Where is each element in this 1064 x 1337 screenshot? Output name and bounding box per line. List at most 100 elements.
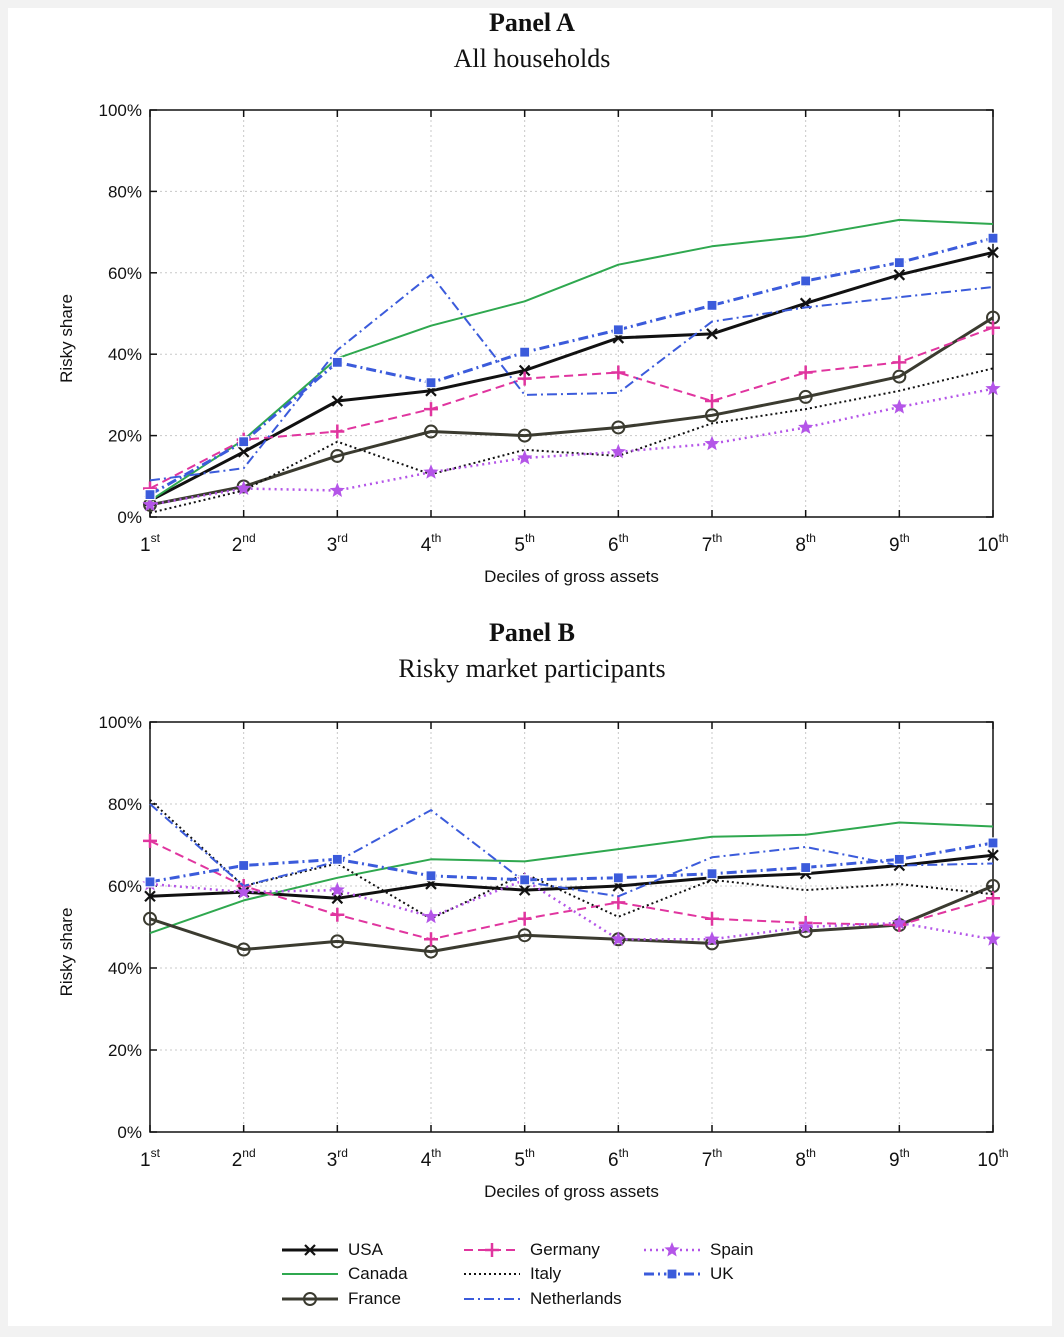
panel-b-point-germany: [611, 895, 626, 910]
legend-label-germany: Germany: [530, 1240, 600, 1259]
panel-b-point-uk: [706, 868, 718, 880]
legend-marker-germany: [485, 1243, 499, 1257]
panel-a-point-france: [424, 424, 438, 439]
panel-b-point-spain: [704, 931, 720, 946]
panel-b-xtick-label: 4th: [421, 1146, 442, 1171]
panel-a-point-germany: [330, 424, 345, 439]
panel-a-ytick-label: 60%: [108, 264, 142, 283]
panel-b-point-spain: [891, 914, 907, 930]
panel-b-y-axis-label: Risky share: [57, 908, 76, 997]
panel-b-ytick-label: 20%: [108, 1041, 142, 1060]
panel-a-xtick-label: 8th: [795, 531, 816, 556]
panel-b-xtick-label: 5th: [514, 1146, 535, 1171]
legend-item-spain: Spain: [642, 1238, 753, 1262]
panel-a-point-spain: [891, 399, 907, 414]
panel-b-point-france: [517, 928, 532, 943]
panel-a-point-uk: [706, 299, 718, 311]
panel-a-line-germany: [149, 326, 994, 490]
panel-b-xtick-label: 6th: [608, 1146, 629, 1171]
panel-b-point-spain: [236, 884, 252, 899]
panel-b-point-germany: [424, 932, 438, 947]
panel-b-line-uk: [149, 841, 994, 884]
panel-a-point-usa: [893, 269, 906, 281]
panel-b-point-spain: [610, 931, 626, 946]
panel-a-point-uk: [144, 489, 156, 501]
panel-b-xtick-label: 3rd: [327, 1146, 348, 1171]
panel-a-point-uk: [987, 232, 999, 244]
legend-swatch-germany: [464, 1243, 520, 1257]
panel-a-xtick-label: 7th: [702, 531, 723, 556]
panel-b-point-usa: [518, 884, 531, 896]
legend-label-spain: Spain: [710, 1240, 754, 1259]
legend-marker-spain: [664, 1242, 680, 1257]
panel-a-frame: [149, 109, 994, 518]
panel-a-point-usa: [237, 446, 250, 458]
legend-marker-usa: [304, 1244, 316, 1256]
legend-swatch-spain: [644, 1242, 700, 1257]
panel-a-point-spain: [423, 464, 439, 479]
panel-a-point-uk: [238, 436, 250, 448]
panel-b-point-uk: [800, 861, 812, 874]
panel-a-line-france: [149, 316, 994, 507]
panel-b-point-spain: [985, 931, 1001, 946]
legend-marker-uk: [666, 1268, 678, 1280]
legend: USA Canada France Germany Italy Netherlands Sp…: [280, 1238, 800, 1318]
panel-b-xtick-label: 7th: [702, 1146, 723, 1171]
panel-a-xtick-label: 9th: [889, 531, 910, 556]
panel-b-line-usa: [149, 853, 994, 900]
panel-a-point-spain: [142, 496, 158, 512]
panel-b-point-germany: [330, 907, 345, 922]
panel-a-point-france: [705, 408, 719, 423]
legend-label-uk: UK: [710, 1264, 734, 1283]
panel-a-point-spain: [236, 480, 252, 495]
panel-a-plot-area: [150, 110, 993, 517]
panel-a-point-uk: [893, 257, 905, 269]
panel-b-point-france: [143, 911, 157, 926]
panel-a-xtick-label: 3rd: [327, 531, 348, 556]
legend-swatch-italy: [464, 1273, 520, 1275]
panel-a-point-usa: [331, 395, 344, 407]
panel-a-point-germany: [705, 394, 719, 409]
panel-a-series-netherlands: [149, 273, 994, 482]
panel-b-point-usa: [144, 890, 156, 903]
panel-a-point-germany: [517, 371, 532, 386]
panel-b-point-germany: [986, 891, 1000, 906]
panel-b-xtick-label: 10th: [977, 1146, 1008, 1171]
panel-b-series-canada: [149, 821, 994, 935]
panel-a-series-spain: [142, 380, 1001, 512]
panel-b-point-germany: [517, 911, 532, 926]
panel-a-point-germany: [892, 355, 907, 370]
panel-a-y-axis-label: Risky share: [57, 294, 76, 383]
panel-b-point-germany: [143, 833, 157, 848]
panel-b-point-uk: [612, 872, 624, 884]
legend-item-italy: Italy: [462, 1262, 561, 1286]
panel-a-point-germany: [798, 365, 813, 380]
panel-b-point-uk: [425, 870, 437, 882]
panel-a-title: Panel A: [489, 8, 575, 37]
legend-swatch-france: [282, 1292, 338, 1306]
panel-a-ytick-label: 0%: [117, 508, 142, 527]
panel-b-plot: 0% 20% 40% 60% 80% 100% 1st 2nd 3rd 4th 5th 6th 7th 8…: [57, 713, 1009, 1201]
panel-b-subtitle: Risky market participants: [398, 654, 666, 683]
legend-swatch-usa: [282, 1244, 338, 1256]
legend-label-usa: USA: [348, 1240, 383, 1259]
panel-a-ytick-label: 100%: [99, 101, 142, 120]
panel-b-point-germany: [705, 911, 719, 926]
panel-a-xtick-label: 4th: [421, 531, 442, 556]
legend-item-germany: Germany: [462, 1238, 600, 1262]
panel-a-ytick-label: 80%: [108, 182, 142, 201]
panel-b-point-spain: [329, 882, 345, 897]
panel-b-point-france: [330, 934, 345, 949]
panel-b-point-uk: [893, 853, 905, 865]
panel-b-point-uk: [331, 853, 343, 865]
panel-a-point-uk: [800, 275, 812, 287]
panel-b-title: Panel B: [489, 618, 575, 647]
panel-a-line-uk: [149, 236, 994, 496]
legend-label-italy: Italy: [530, 1264, 562, 1283]
panel-b-series-usa: [144, 849, 999, 905]
panel-b-ytick-label: 80%: [108, 795, 142, 814]
panel-a-ytick-label: 40%: [108, 345, 142, 364]
legend-item-canada: Canada: [280, 1262, 408, 1286]
panel-b-point-spain: [423, 908, 439, 924]
